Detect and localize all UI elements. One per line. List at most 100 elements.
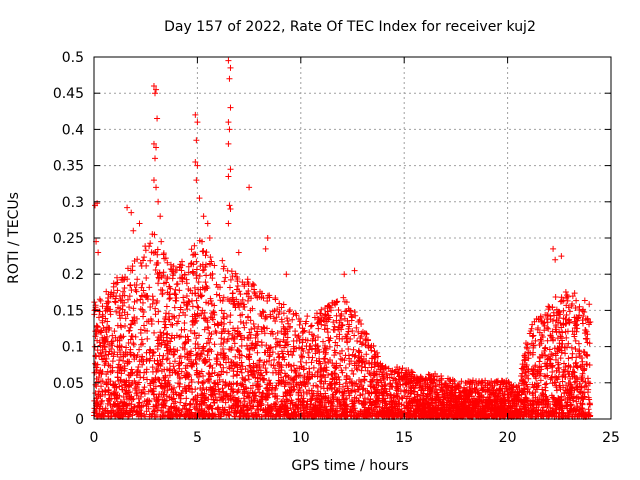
data-point bbox=[511, 407, 518, 414]
data-point bbox=[393, 380, 400, 387]
data-point bbox=[379, 399, 386, 406]
data-point bbox=[523, 372, 530, 379]
data-point bbox=[523, 362, 530, 368]
data-point bbox=[235, 347, 242, 354]
data-point bbox=[228, 335, 235, 342]
data-point bbox=[283, 362, 290, 369]
data-point bbox=[293, 382, 300, 389]
data-point bbox=[245, 288, 252, 295]
data-point bbox=[112, 299, 119, 306]
data-point bbox=[529, 333, 536, 340]
data-point bbox=[198, 293, 205, 300]
data-point bbox=[437, 387, 444, 394]
data-point bbox=[239, 374, 246, 381]
data-point bbox=[549, 394, 556, 401]
data-point bbox=[586, 401, 593, 408]
data-point bbox=[367, 383, 374, 390]
data-point bbox=[380, 369, 387, 376]
data-point bbox=[136, 346, 143, 353]
data-point bbox=[163, 279, 170, 286]
data-point bbox=[110, 280, 117, 287]
data-point bbox=[230, 301, 237, 308]
data-point bbox=[204, 284, 211, 291]
data-point bbox=[422, 375, 429, 382]
data-point bbox=[262, 313, 269, 320]
data-point bbox=[552, 402, 559, 409]
data-point bbox=[402, 381, 409, 388]
data-point bbox=[576, 388, 583, 395]
data-point bbox=[269, 308, 276, 315]
data-point bbox=[271, 365, 278, 372]
data-point bbox=[339, 392, 346, 399]
data-point bbox=[140, 374, 147, 381]
data-point bbox=[154, 337, 161, 344]
data-point bbox=[170, 351, 177, 358]
data-point bbox=[149, 300, 156, 307]
data-point bbox=[298, 363, 305, 370]
data-point bbox=[165, 413, 172, 420]
data-point bbox=[195, 304, 202, 311]
data-point bbox=[164, 259, 171, 266]
data-point bbox=[366, 399, 373, 406]
data-point bbox=[131, 298, 138, 305]
data-point bbox=[577, 363, 584, 370]
data-point bbox=[198, 351, 205, 358]
data-point bbox=[392, 368, 399, 375]
data-point bbox=[169, 313, 176, 320]
data-point bbox=[274, 330, 281, 337]
data-point bbox=[575, 340, 582, 347]
data-point bbox=[559, 337, 566, 344]
data-point bbox=[211, 341, 218, 348]
data-point bbox=[230, 373, 237, 380]
data-point bbox=[140, 322, 147, 329]
data-point bbox=[238, 369, 245, 376]
data-point bbox=[579, 320, 586, 327]
data-point bbox=[569, 293, 576, 300]
data-point bbox=[155, 280, 162, 287]
data-point bbox=[143, 356, 150, 363]
data-point bbox=[417, 382, 424, 389]
data-point bbox=[183, 406, 190, 413]
data-point bbox=[550, 309, 557, 316]
data-point bbox=[297, 318, 304, 325]
data-point bbox=[153, 365, 160, 372]
data-point bbox=[236, 288, 243, 295]
data-point bbox=[449, 405, 456, 412]
data-point bbox=[240, 320, 247, 327]
data-point bbox=[222, 352, 229, 359]
data-point bbox=[262, 412, 269, 419]
data-point bbox=[543, 380, 550, 387]
data-point bbox=[291, 386, 298, 393]
data-point bbox=[226, 404, 233, 411]
data-point bbox=[274, 393, 281, 400]
data-point bbox=[349, 367, 356, 374]
data-point bbox=[207, 362, 214, 369]
data-point bbox=[363, 351, 370, 358]
data-point bbox=[299, 345, 306, 352]
data-point bbox=[383, 371, 390, 378]
data-point bbox=[335, 374, 342, 381]
data-point bbox=[564, 395, 571, 402]
data-point bbox=[502, 383, 509, 390]
data-point bbox=[124, 296, 131, 303]
data-point bbox=[97, 297, 104, 304]
data-point bbox=[544, 372, 551, 379]
data-point bbox=[558, 294, 565, 301]
data-point bbox=[419, 376, 426, 383]
data-point bbox=[326, 343, 333, 350]
data-point bbox=[326, 357, 333, 364]
data-point bbox=[254, 338, 261, 345]
data-point bbox=[466, 403, 473, 410]
data-point bbox=[284, 315, 291, 322]
data-point bbox=[427, 376, 434, 383]
data-point bbox=[204, 317, 211, 324]
data-point bbox=[233, 296, 240, 303]
data-point bbox=[352, 412, 359, 419]
data-point bbox=[427, 396, 434, 403]
data-point bbox=[267, 380, 274, 387]
data-point bbox=[382, 363, 389, 370]
data-point bbox=[176, 365, 183, 372]
data-point bbox=[328, 307, 335, 314]
data-point bbox=[189, 389, 196, 396]
data-point bbox=[143, 294, 150, 301]
